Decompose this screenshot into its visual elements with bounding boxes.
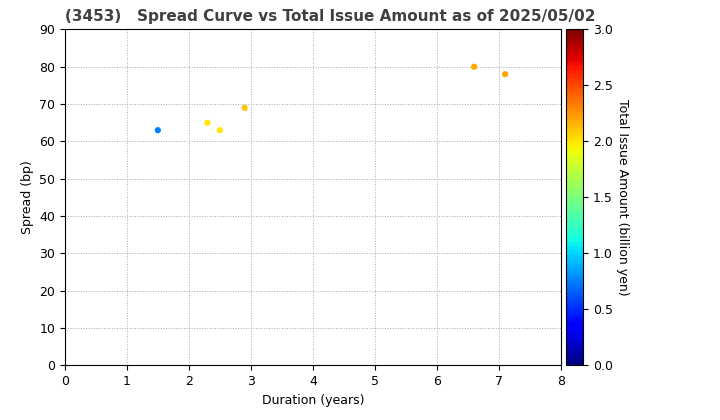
Point bbox=[239, 105, 251, 111]
Point bbox=[500, 71, 511, 78]
Text: (3453)   Spread Curve vs Total Issue Amount as of 2025/05/02: (3453) Spread Curve vs Total Issue Amoun… bbox=[65, 9, 595, 24]
Point bbox=[469, 63, 480, 70]
Y-axis label: Spread (bp): Spread (bp) bbox=[21, 160, 34, 234]
Point bbox=[202, 119, 213, 126]
Point bbox=[214, 127, 225, 134]
X-axis label: Duration (years): Duration (years) bbox=[261, 394, 364, 407]
Y-axis label: Total Issue Amount (billion yen): Total Issue Amount (billion yen) bbox=[616, 99, 629, 296]
Point bbox=[152, 127, 163, 134]
